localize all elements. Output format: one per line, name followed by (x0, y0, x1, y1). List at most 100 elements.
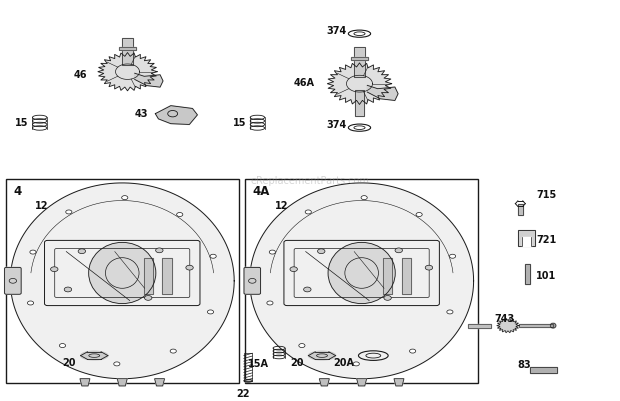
Bar (383, 258, 392, 295)
Text: eReplacementParts.com: eReplacementParts.com (250, 175, 370, 185)
Circle shape (317, 249, 325, 254)
Circle shape (450, 255, 456, 259)
Circle shape (290, 267, 298, 272)
Circle shape (30, 251, 36, 255)
Polygon shape (394, 379, 404, 386)
Polygon shape (497, 319, 519, 333)
Text: 46: 46 (74, 69, 87, 79)
Bar (525, 265, 529, 284)
Circle shape (410, 349, 416, 353)
Circle shape (122, 196, 128, 200)
Text: 12: 12 (275, 200, 288, 210)
Circle shape (208, 310, 214, 314)
Polygon shape (356, 379, 366, 386)
Bar (402, 258, 411, 295)
Circle shape (64, 288, 72, 292)
Circle shape (425, 265, 433, 270)
Circle shape (78, 249, 86, 254)
Polygon shape (327, 64, 392, 105)
Bar (350, 58, 368, 61)
Bar (355, 91, 365, 117)
Polygon shape (80, 379, 90, 386)
Circle shape (416, 213, 422, 217)
Polygon shape (11, 184, 234, 379)
Bar (519, 324, 553, 327)
Bar (122, 39, 133, 66)
Text: 743: 743 (494, 313, 515, 323)
Polygon shape (117, 379, 127, 386)
Circle shape (299, 344, 305, 348)
Text: 15: 15 (15, 117, 29, 128)
Bar (355, 91, 365, 117)
Bar (519, 324, 553, 327)
Circle shape (305, 211, 311, 215)
Polygon shape (98, 53, 157, 91)
Bar (119, 48, 136, 51)
Circle shape (361, 196, 367, 200)
Text: 374: 374 (327, 119, 347, 130)
Circle shape (51, 267, 58, 272)
Text: 12: 12 (35, 200, 49, 210)
Bar (467, 324, 491, 328)
Bar (518, 231, 534, 246)
Bar (162, 258, 172, 295)
Text: 721: 721 (536, 234, 557, 244)
Text: 20: 20 (290, 357, 303, 367)
Circle shape (269, 251, 275, 255)
Text: 15A: 15A (247, 358, 268, 368)
Ellipse shape (328, 243, 395, 304)
Polygon shape (250, 184, 474, 379)
Polygon shape (319, 379, 329, 386)
Circle shape (170, 349, 176, 353)
Bar (162, 258, 172, 295)
Circle shape (267, 301, 273, 305)
Bar (245, 179, 478, 383)
Bar (383, 258, 392, 295)
Text: 20A: 20A (334, 357, 355, 367)
Bar (402, 258, 411, 295)
Circle shape (60, 344, 66, 348)
Text: 4: 4 (13, 184, 21, 197)
Bar (144, 258, 153, 295)
Circle shape (113, 362, 120, 366)
Polygon shape (308, 351, 335, 360)
Circle shape (447, 310, 453, 314)
Bar (350, 58, 368, 61)
Text: 715: 715 (536, 190, 557, 200)
Polygon shape (367, 86, 398, 101)
Bar (518, 231, 534, 246)
Circle shape (395, 248, 402, 253)
Bar (529, 367, 557, 373)
Bar (354, 48, 365, 78)
Circle shape (27, 301, 33, 305)
Text: 101: 101 (536, 270, 557, 280)
Bar (518, 204, 523, 215)
Bar (518, 204, 523, 215)
Bar (525, 265, 529, 284)
Circle shape (66, 211, 72, 215)
Ellipse shape (244, 379, 252, 382)
Bar (467, 324, 491, 328)
Circle shape (304, 288, 311, 292)
FancyBboxPatch shape (4, 268, 21, 294)
Bar (6, 179, 239, 383)
Bar (144, 258, 153, 295)
Text: 22: 22 (236, 388, 249, 398)
Circle shape (186, 265, 193, 270)
Text: 15: 15 (233, 117, 247, 128)
Bar (523, 238, 531, 246)
Bar (354, 48, 365, 78)
Circle shape (144, 296, 152, 301)
Circle shape (384, 296, 391, 301)
Text: 43: 43 (135, 109, 148, 119)
Polygon shape (135, 74, 163, 88)
Circle shape (177, 213, 183, 217)
Polygon shape (81, 351, 108, 360)
Circle shape (210, 255, 216, 259)
Ellipse shape (551, 323, 556, 328)
Bar (529, 367, 557, 373)
Text: 20: 20 (62, 357, 76, 367)
Bar (119, 48, 136, 51)
FancyBboxPatch shape (244, 268, 260, 294)
Text: 83: 83 (518, 359, 531, 369)
